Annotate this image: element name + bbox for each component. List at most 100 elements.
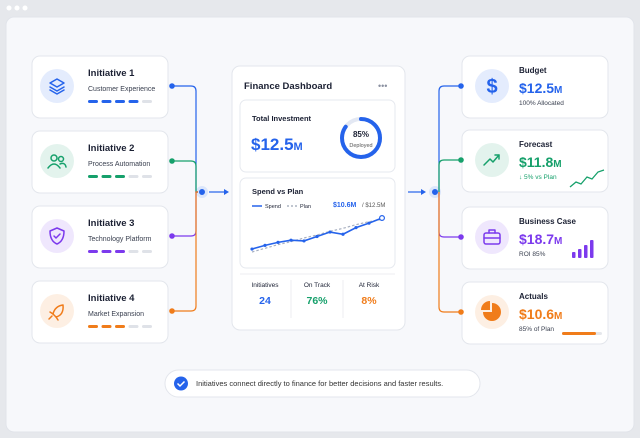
- icon-bg: [40, 144, 74, 178]
- output-amount: $18.7M: [519, 231, 562, 247]
- icon-glyph: [49, 86, 65, 92]
- stat-value: 24: [259, 295, 271, 307]
- amount: $12.5: [251, 135, 294, 154]
- sparkline: [569, 169, 605, 188]
- menu-dots[interactable]: •••: [378, 81, 387, 91]
- progress-dash: [101, 250, 112, 253]
- spend-point: [328, 230, 332, 234]
- spend-point: [302, 239, 306, 243]
- icon-glyph: [55, 316, 59, 321]
- merge-node: [196, 186, 208, 198]
- output-note: 100% Allocated: [519, 100, 564, 107]
- bar-icon: [590, 240, 594, 258]
- initiative-subtitle: Technology Platform: [88, 236, 152, 243]
- output-amount: $11.8M: [519, 154, 562, 170]
- connector-dot: [169, 233, 175, 239]
- output-title: Forecast: [519, 140, 553, 149]
- spend-panel: [239, 177, 396, 269]
- spend-point: [341, 232, 345, 236]
- spend-point: [289, 238, 293, 242]
- connector-dot: [458, 309, 464, 315]
- progress-dash: [128, 100, 139, 103]
- spend-current: $10.6M: [333, 202, 357, 209]
- output-amount: $12.5M: [519, 80, 562, 96]
- unit: M: [554, 85, 562, 96]
- icon-glyph: [59, 162, 67, 168]
- stat-label: On Track: [304, 282, 331, 289]
- connector: [172, 160, 198, 193]
- output-note: ROI 85%: [519, 251, 546, 258]
- donut-caption: Deployed: [349, 143, 372, 149]
- spend-target: / $12.5M: [362, 203, 385, 209]
- icon-glyph: [481, 301, 490, 310]
- icon-bg: [40, 69, 74, 103]
- icon-glyph: [49, 227, 65, 245]
- initiative-subtitle: Market Expansion: [88, 311, 144, 318]
- progress-dash: [88, 100, 98, 103]
- spend-point: [276, 240, 280, 244]
- window-dot: [14, 5, 20, 11]
- icon-glyph: [49, 78, 65, 88]
- legend-text: Spend: [265, 204, 281, 210]
- progress-dash: [142, 250, 152, 253]
- connector: [438, 192, 461, 313]
- footer-text: Initiatives connect directly to finance …: [196, 379, 443, 388]
- icon-glyph: [53, 233, 61, 239]
- spend-point: [367, 221, 371, 225]
- unit: M: [553, 159, 561, 170]
- icon-glyph: [47, 163, 61, 169]
- progress-dash: [101, 175, 112, 178]
- initiative-subtitle: Customer Experience: [88, 86, 155, 93]
- icon-glyph: [49, 89, 65, 95]
- output-title: Budget: [519, 66, 547, 75]
- connector-dot: [169, 83, 175, 89]
- donut-arc: [340, 117, 382, 159]
- connector: [172, 85, 198, 193]
- bar-icon: [578, 249, 582, 258]
- progress-dash: [115, 325, 125, 328]
- spend-point: [250, 247, 254, 251]
- check-icon: [174, 376, 188, 391]
- spend-point: [263, 243, 267, 247]
- dashboard-title: Finance Dashboard: [244, 81, 332, 92]
- icon-glyph: [483, 154, 500, 166]
- investment-amount: $12.5M: [251, 135, 303, 154]
- icon-glyph: $: [486, 76, 497, 98]
- donut-value: 85%: [353, 130, 369, 139]
- spend-point: [354, 226, 358, 230]
- progress-fill: [562, 332, 596, 335]
- icon-glyph: [48, 315, 53, 320]
- progress-dash: [142, 175, 152, 178]
- amount: $10.6: [519, 306, 554, 322]
- connector-dot: [458, 157, 464, 163]
- progress-dash: [88, 250, 98, 253]
- footer-pill: [164, 369, 481, 398]
- connector: [172, 191, 198, 312]
- amount: $11.8: [519, 154, 553, 170]
- progress-dash: [88, 175, 98, 178]
- progress-dash: [142, 100, 152, 103]
- connector: [438, 159, 461, 192]
- icon-glyph: [483, 303, 501, 321]
- legend-text: Plan: [300, 204, 311, 210]
- output-amount: $10.6M: [519, 306, 562, 322]
- connector: [438, 85, 461, 192]
- progress-dash: [128, 175, 139, 178]
- progress-dash: [88, 325, 98, 328]
- icon-glyph: [52, 304, 64, 318]
- output-title: Actuals: [519, 292, 548, 301]
- check-mark: [176, 380, 186, 388]
- initiative-title: Initiative 3: [88, 218, 134, 229]
- window-dot: [22, 5, 28, 11]
- window-dot: [6, 5, 12, 11]
- initiative-title: Initiative 2: [88, 143, 134, 154]
- stat-value: 76%: [306, 295, 328, 307]
- icon-glyph: [494, 154, 500, 160]
- plan-line: [251, 218, 383, 253]
- progress-dash: [101, 325, 112, 328]
- bar-icon: [572, 252, 576, 258]
- connector-dot: [169, 158, 175, 164]
- amount: $18.7: [519, 231, 554, 247]
